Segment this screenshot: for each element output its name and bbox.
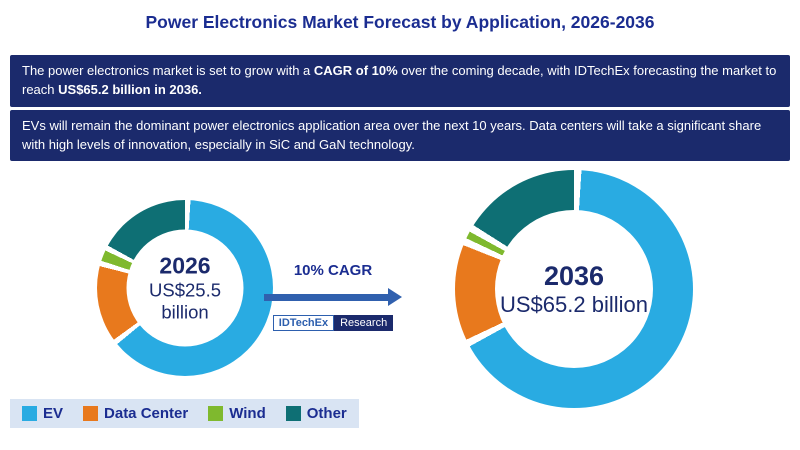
donut-chart-2036: 2036 US$65.2 billion xyxy=(455,170,693,408)
legend-swatch-other xyxy=(285,406,301,421)
arrow-head xyxy=(388,288,402,306)
donut-year-label: 2026 xyxy=(159,252,211,279)
donut-value-label: US$65.2 billion xyxy=(500,291,648,317)
legend-label-data-center: Data Center xyxy=(104,405,189,422)
banner-bold-forecast: US$65.2 billion in 2036. xyxy=(58,81,202,97)
cagr-label: 10% CAGR xyxy=(293,262,373,279)
idtechex-logo: IDTechEx Research xyxy=(272,315,394,331)
legend: EV Data Center Wind Other xyxy=(10,399,359,428)
legend-item-ev: EV xyxy=(22,405,63,422)
legend-item-data-center: Data Center xyxy=(83,405,188,422)
legend-label-wind: Wind xyxy=(229,405,266,422)
logo-research-text: Research xyxy=(334,315,394,331)
banner-bold-cagr: CAGR of 10% xyxy=(313,63,398,78)
growth-arrow-group: 10% CAGR IDTechEx Research xyxy=(264,262,402,331)
legend-item-wind: Wind xyxy=(208,405,266,422)
donut-value-label: US$25.5 billion xyxy=(149,279,221,323)
arrow-shaft xyxy=(264,293,388,301)
summary-banner: The power electronics market is set to g… xyxy=(10,55,790,162)
donut-year-label: 2036 xyxy=(543,260,605,291)
donut-center-2026: 2026 US$25.5 billion xyxy=(126,229,244,347)
banner-text-segment: The power electronics market is set to g… xyxy=(22,63,314,78)
donut-chart-2026: 2026 US$25.5 billion xyxy=(97,200,273,376)
legend-swatch-wind xyxy=(208,406,224,421)
legend-swatch-data-center xyxy=(83,406,99,421)
right-arrow-icon xyxy=(264,288,402,306)
legend-label-ev: EV xyxy=(43,405,64,422)
page-title: Power Electronics Market Forecast by App… xyxy=(145,12,655,32)
logo-idtechex-text: IDTechEx xyxy=(272,315,335,331)
legend-label-other: Other xyxy=(306,405,347,422)
legend-swatch-ev xyxy=(22,406,37,421)
banner-paragraph-1: The power electronics market is set to g… xyxy=(10,55,790,107)
donut-center-2036: 2036 US$65.2 billion xyxy=(495,210,653,368)
legend-item-other: Other xyxy=(285,405,347,422)
banner-text-segment: EVs will remain the dominant power elect… xyxy=(22,117,762,152)
banner-paragraph-2: EVs will remain the dominant power elect… xyxy=(10,109,790,162)
banner-text-segment: over the coming decade, with IDTechEx fo… xyxy=(22,63,777,97)
